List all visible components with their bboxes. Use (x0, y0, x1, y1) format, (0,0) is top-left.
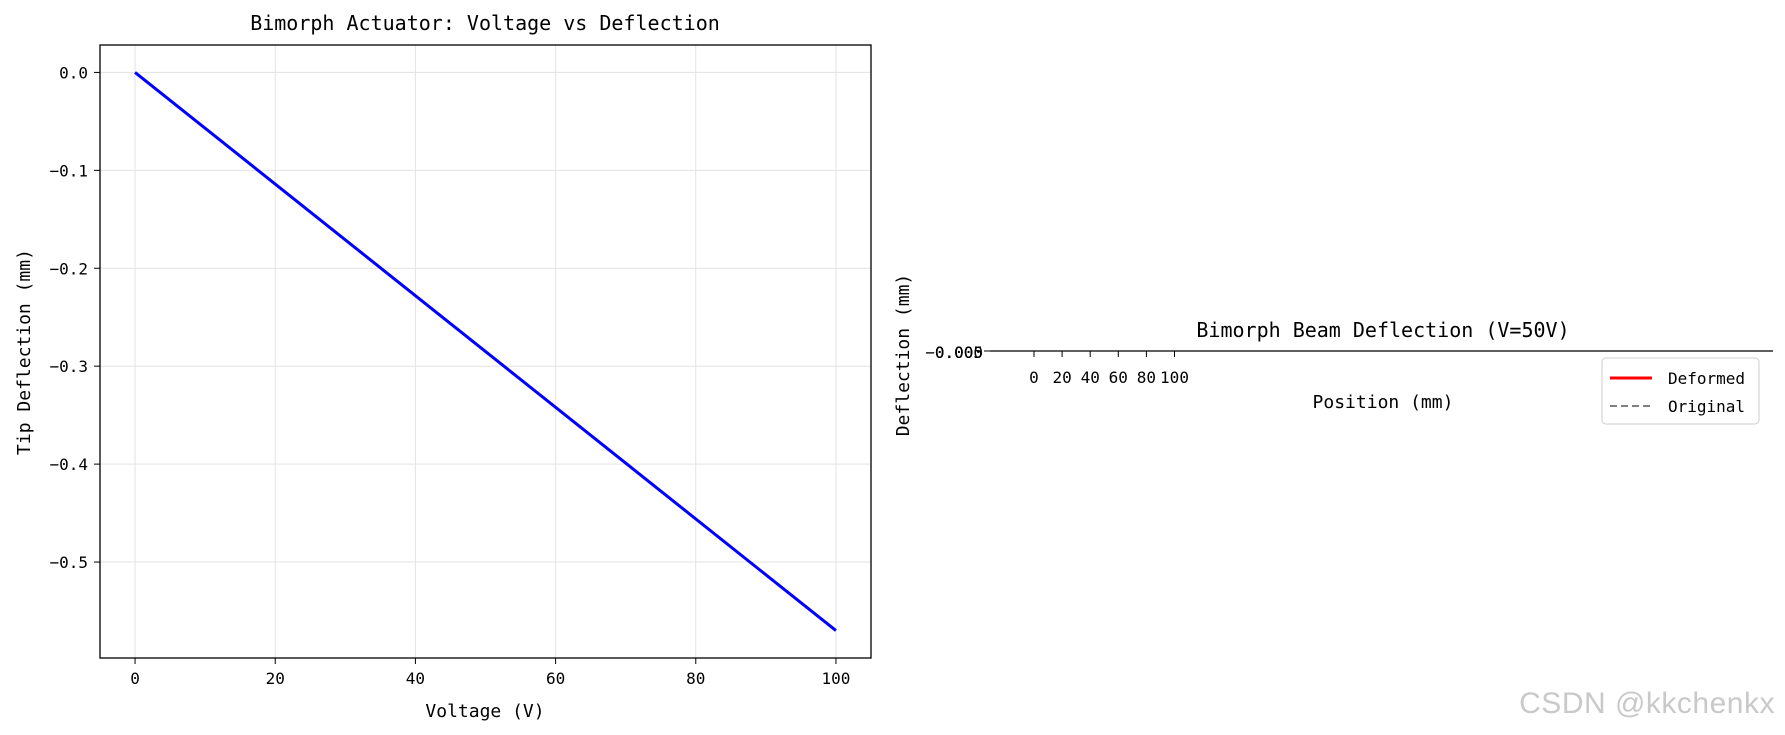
right-x-tick-label: 40 (1081, 368, 1100, 387)
left-y-tick-label: −0.4 (49, 455, 88, 474)
left-x-tick-label: 40 (406, 669, 425, 688)
right-x-ticks: 0 20 40 60 80 100 (1029, 351, 1189, 387)
left-x-axis-label: Voltage (V) (425, 701, 544, 722)
left-x-tick-label: 0 (130, 669, 140, 688)
left-x-tick-label: 60 (546, 669, 565, 688)
left-series (134, 71, 837, 632)
right-x-axis-label: Position (mm) (1313, 392, 1454, 413)
left-y-tick-label: 0.0 (59, 63, 88, 82)
left-x-tick-label: 100 (822, 669, 851, 688)
left-y-tick-label: −0.1 (49, 161, 88, 180)
left-series-line (134, 71, 837, 632)
right-y-tick-label: 0.000 (935, 343, 983, 362)
left-chart: Bimorph Actuator: Voltage vs Deflection … (14, 11, 872, 722)
right-legend: Deformed Original (1601, 357, 1760, 425)
watermark: CSDN @kkchenkx (1519, 687, 1775, 720)
left-y-tick-label: −0.3 (49, 357, 88, 376)
right-x-tick-label: 0 (1029, 368, 1039, 387)
left-y-ticks: 0.0 −0.1 −0.2 −0.3 −0.4 −0.5 (49, 63, 100, 572)
left-y-axis-label: Tip Deflection (mm) (14, 249, 35, 455)
right-y-axis-label: Deflection (mm) (893, 274, 914, 437)
left-grid (100, 45, 871, 658)
left-x-tick-label: 20 (266, 669, 285, 688)
right-x-tick-label: 20 (1052, 368, 1071, 387)
left-y-tick-label: −0.5 (49, 553, 88, 572)
right-y-tick-label: −0.005 (925, 343, 983, 362)
right-x-tick-label: 100 (1160, 368, 1189, 387)
right-x-tick-label: 60 (1109, 368, 1128, 387)
left-x-ticks: 0 20 40 60 80 100 (130, 658, 850, 688)
right-x-tick-label: 80 (1137, 368, 1156, 387)
left-x-tick-label: 80 (686, 669, 705, 688)
legend-frame (1601, 357, 1760, 425)
right-chart: Bimorph Beam Deflection (V=50V) 0 20 40 60 8… (893, 274, 1773, 437)
right-chart-title: Bimorph Beam Deflection (V=50V) (1196, 318, 1569, 342)
right-y-tick-label: 0.005 (935, 343, 983, 362)
left-plot-frame (99, 44, 872, 659)
legend-label-original: Original (1668, 397, 1745, 416)
left-y-tick-label: −0.2 (49, 259, 88, 278)
left-chart-title: Bimorph Actuator: Voltage vs Deflection (250, 11, 720, 35)
legend-label-deformed: Deformed (1668, 369, 1745, 388)
